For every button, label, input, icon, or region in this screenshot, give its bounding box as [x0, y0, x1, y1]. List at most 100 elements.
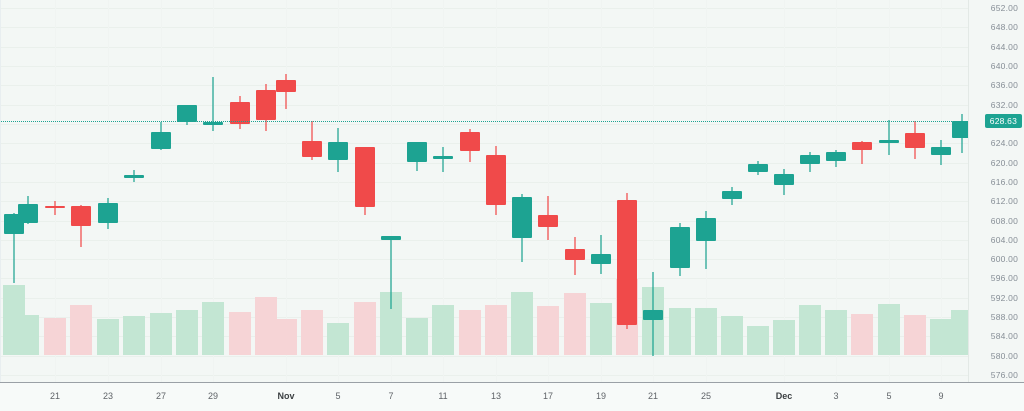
candle-body[interactable] — [328, 142, 348, 160]
candle-body[interactable] — [826, 151, 846, 161]
gridline-horizontal — [0, 46, 968, 48]
candle-body[interactable] — [931, 147, 951, 155]
candle-body[interactable] — [879, 140, 899, 143]
chart-plot-area[interactable] — [0, 0, 968, 382]
gridline-vertical — [213, 0, 214, 382]
candle-body[interactable] — [98, 203, 118, 224]
gridline-horizontal — [0, 278, 968, 280]
gridline-vertical — [161, 0, 162, 382]
gridline-horizontal — [0, 27, 968, 29]
time-axis-tick: 11 — [438, 391, 448, 401]
candle-body[interactable] — [852, 142, 872, 150]
candle-body[interactable] — [177, 104, 197, 122]
gridline-vertical — [286, 0, 287, 382]
price-axis-tick: 612.00 — [990, 196, 1018, 207]
price-axis-tick: 604.00 — [990, 234, 1018, 245]
volume-bar — [747, 325, 769, 355]
gridline-vertical — [601, 0, 602, 382]
gridline-horizontal — [0, 259, 968, 261]
candle-body[interactable] — [355, 147, 375, 207]
candle-body[interactable] — [381, 235, 401, 240]
price-axis-tick: 636.00 — [990, 80, 1018, 91]
volume-bar — [695, 307, 717, 355]
volume-bar — [44, 317, 66, 355]
candle-body[interactable] — [617, 200, 637, 325]
volume-bar — [255, 297, 277, 355]
volume-bar — [327, 323, 349, 355]
candle-body[interactable] — [203, 122, 223, 125]
price-axis-tick: 588.00 — [990, 312, 1018, 323]
volume-bar — [459, 309, 481, 355]
volume-layer — [3, 279, 968, 355]
candle-body[interactable] — [230, 101, 250, 124]
gridline-vertical — [338, 0, 339, 382]
volume-bar — [930, 319, 952, 355]
price-axis-tick: 584.00 — [990, 331, 1018, 342]
time-axis-tick: 17 — [542, 391, 554, 401]
candle-body[interactable] — [952, 121, 968, 139]
gridline-horizontal — [0, 181, 968, 183]
candle-body[interactable] — [460, 131, 480, 151]
candle-body[interactable] — [124, 175, 144, 178]
volume-bar — [176, 309, 198, 355]
price-axis-tick: 600.00 — [990, 254, 1018, 265]
last-price-badge[interactable]: 628.63 — [984, 113, 1022, 128]
candle-body[interactable] — [512, 197, 532, 238]
candle-body[interactable] — [302, 141, 322, 157]
candle-body[interactable] — [256, 90, 276, 120]
time-axis-tick: 3 — [833, 391, 839, 401]
volume-bar — [590, 303, 612, 355]
time-axis-tick: 21 — [49, 391, 61, 401]
candle-body[interactable] — [71, 206, 91, 227]
candle-body[interactable] — [276, 79, 296, 93]
gridline-vertical — [889, 0, 890, 382]
volume-bar — [70, 304, 92, 355]
candle-wick — [442, 147, 444, 173]
candle-body[interactable] — [696, 217, 716, 241]
gridline-horizontal — [0, 104, 968, 106]
candle-body[interactable] — [486, 154, 506, 205]
candle-body[interactable] — [18, 203, 38, 223]
volume-bar — [275, 319, 297, 355]
candle-body[interactable] — [45, 205, 65, 208]
price-axis-tick: 576.00 — [990, 370, 1018, 380]
candle-body[interactable] — [670, 227, 690, 268]
time-axis-tick: 21 — [647, 391, 659, 401]
time-axis[interactable]: 21 23 27 29 Nov 5 7 11 13 17 19 21 25 Dec 3 5 9 — [0, 382, 1024, 411]
candle-body[interactable] — [538, 214, 558, 228]
volume-bar — [951, 310, 968, 355]
candle-body[interactable] — [774, 174, 794, 185]
candlestick-series[interactable] — [0, 0, 968, 382]
price-axis[interactable]: 652.00 648.00 644.00 640.00 636.00 632.00 624.… — [968, 0, 1024, 382]
price-axis-tick: 640.00 — [990, 60, 1018, 71]
time-axis-tick: Dec — [775, 391, 793, 401]
gridline-vertical — [548, 0, 549, 382]
volume-bar — [380, 291, 402, 355]
candle-wick — [13, 212, 15, 284]
price-axis-tick: 648.00 — [990, 22, 1018, 33]
price-axis-tick: 632.00 — [990, 99, 1018, 110]
volume-bar — [878, 303, 900, 355]
candle-body[interactable] — [800, 154, 820, 165]
volume-bar — [354, 301, 376, 355]
price-axis-tick: 616.00 — [990, 176, 1018, 187]
candle-body[interactable] — [433, 155, 453, 159]
volume-bar — [123, 316, 145, 355]
candle-body[interactable] — [565, 248, 585, 261]
last-price-line-layer — [0, 120, 968, 122]
gridline-vertical — [443, 0, 444, 382]
candle-body[interactable] — [722, 190, 742, 200]
candle-body[interactable] — [591, 254, 611, 264]
candle-body[interactable] — [407, 142, 427, 163]
gridline-horizontal — [0, 355, 968, 357]
gridline-horizontal — [0, 239, 968, 241]
candle-body[interactable] — [151, 132, 171, 149]
candle-body[interactable] — [643, 310, 663, 320]
price-axis-tick: 652.00 — [990, 3, 1018, 13]
candle-body[interactable] — [905, 132, 925, 149]
gridline-horizontal — [0, 65, 968, 67]
candle-wick — [212, 76, 214, 132]
gridline-horizontal — [0, 123, 968, 125]
candle-body[interactable] — [748, 163, 768, 173]
